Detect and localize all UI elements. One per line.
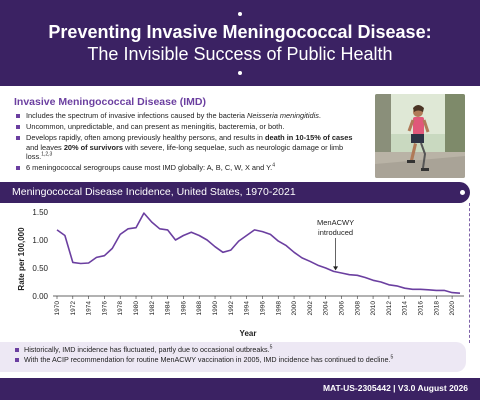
footer-bar: MAT-US-2305442 | V3.0 August 2026 (0, 378, 480, 400)
x-tick-label: 1974 (86, 301, 93, 316)
imd-bullet-1: Includes the spectrum of invasive infect… (14, 111, 364, 120)
x-tick-label: 1980 (133, 301, 140, 316)
bullet-square-icon (16, 125, 20, 130)
x-tick-label: 2010 (370, 301, 377, 316)
y-axis-label: Rate per 100,000 (17, 227, 26, 291)
x-tick-label: 1986 (180, 301, 187, 316)
imd-bullet-3: Develops rapidly, often among previously… (14, 133, 364, 161)
page-title: Preventing Invasive Meningococcal Diseas… (48, 22, 432, 42)
imd-bullet-list: Includes the spectrum of invasive infect… (14, 111, 364, 172)
x-tick-label: 2020 (449, 301, 456, 316)
incidence-series-line (56, 212, 461, 294)
person-walking-photo (375, 94, 465, 178)
header-top-dot (238, 12, 242, 16)
chart-ticks: 0.00 0.50 1.00 1.50 1970 1972 1974 1976 1978 1980… (32, 208, 456, 315)
annotation-label-line2: introduced (318, 228, 353, 237)
bullet-square-icon (16, 114, 20, 118)
x-tick-label: 2008 (354, 301, 361, 316)
footer-code: MAT-US-2305442 | V3.0 August 2026 (322, 383, 468, 393)
x-tick-label: 1992 (228, 301, 235, 316)
x-tick-label: 1978 (117, 301, 124, 316)
x-tick-label: 2000 (291, 301, 298, 316)
incidence-line-chart: Rate per 100,000 Year 0.00 0.50 1.00 1.50 19… (17, 208, 464, 338)
x-tick-label: 2016 (417, 301, 424, 316)
imd-title: Invasive Meningococcal Disease (IMD) (14, 96, 206, 108)
header-banner: Preventing Invasive Meningococcal Diseas… (0, 0, 480, 86)
x-tick-label: 1998 (275, 301, 282, 316)
page-subtitle: The Invisible Success of Public Health (87, 44, 393, 64)
y-tick-label: 1.50 (32, 208, 48, 217)
x-tick-label: 2014 (402, 301, 409, 316)
bullet-square-icon (15, 348, 19, 352)
y-tick-label: 1.00 (32, 236, 48, 245)
x-tick-label: 2002 (307, 301, 314, 316)
chart-series (56, 212, 461, 294)
imd-bullet-2: Uncommon, unpredictable, and can present… (14, 122, 364, 131)
x-tick-label: 1982 (149, 301, 156, 316)
imd-section: Invasive Meningococcal Disease (IMD) Inc… (14, 96, 364, 174)
note-1: Historically, IMD incidence has fluctuat… (14, 345, 466, 355)
x-tick-label: 2012 (386, 301, 393, 316)
x-tick-label: 1988 (196, 301, 203, 316)
y-tick-label: 0.00 (32, 292, 48, 301)
x-tick-label: 1990 (212, 301, 219, 316)
photo-illustration (375, 94, 465, 178)
bullet-square-icon (16, 136, 20, 141)
header-bottom-dot (238, 71, 242, 75)
x-tick-label: 1984 (165, 301, 172, 316)
notes-box: Historically, IMD incidence has fluctuat… (0, 342, 466, 372)
y-tick-label: 0.50 (32, 264, 48, 273)
chart-title-banner: Meningococcal Disease Incidence, United … (0, 182, 470, 203)
x-tick-label: 2018 (433, 301, 440, 316)
x-tick-label: 2004 (323, 301, 330, 316)
x-tick-label: 1994 (244, 301, 251, 316)
chart-title: Meningococcal Disease Incidence, United … (12, 186, 296, 198)
x-tick-label: 1996 (259, 301, 266, 316)
imd-bullet-4: 6 meningococcal serogroups cause most IM… (14, 163, 364, 172)
x-tick-label: 1970 (54, 301, 61, 316)
chart-dashed-border (469, 203, 470, 343)
annotation-label-line1: MenACWY (317, 218, 354, 227)
bullet-square-icon (16, 166, 20, 171)
annotation-arrow-head-icon (333, 266, 339, 271)
x-tick-label: 1972 (70, 301, 77, 316)
x-tick-label: 2006 (338, 301, 345, 316)
note-2: With the ACIP recommendation for routine… (14, 355, 466, 365)
x-axis-label: Year (240, 329, 257, 338)
x-tick-label: 1976 (101, 301, 108, 316)
bullet-square-icon (15, 358, 19, 362)
banner-dot (460, 190, 465, 195)
